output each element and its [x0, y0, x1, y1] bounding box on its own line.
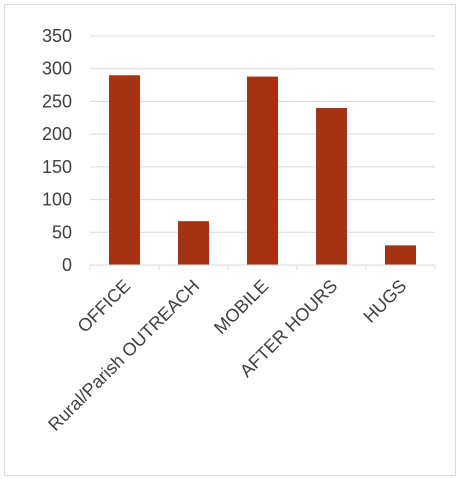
bars	[109, 75, 416, 266]
x-category-label: HUGS	[359, 276, 410, 327]
chart-frame	[4, 4, 456, 476]
y-tick-label: 150	[42, 157, 72, 177]
x-category-label: MOBILE	[210, 276, 272, 338]
y-tick-label: 250	[42, 91, 72, 111]
y-tick-label: 0	[62, 255, 72, 275]
bar-rural-parish-outreach	[178, 221, 209, 265]
y-tick-label: 200	[42, 124, 72, 144]
y-axis-tick-labels: 0 50 100 150 200 250 300 350	[42, 26, 72, 275]
y-tick-label: 50	[52, 222, 72, 242]
bar-mobile	[247, 76, 278, 266]
y-tick-label: 350	[42, 26, 72, 46]
x-category-label: OFFICE	[74, 276, 135, 337]
y-tick-label: 100	[42, 190, 72, 210]
bar-after-hours	[316, 107, 347, 265]
bar-hugs	[385, 245, 416, 265]
x-axis	[89, 264, 436, 270]
y-tick-label: 300	[42, 59, 72, 79]
bar-office	[109, 75, 140, 265]
